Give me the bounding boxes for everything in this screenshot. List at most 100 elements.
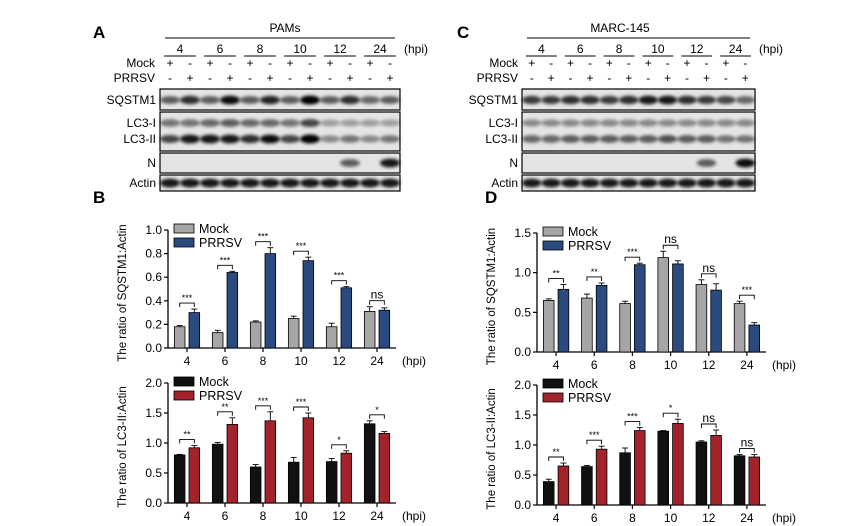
blot-band	[360, 119, 380, 127]
significance-bracket	[662, 412, 679, 418]
legend-swatch-prrsv	[542, 240, 564, 251]
blot-band	[340, 119, 360, 127]
x-tick-label: 12	[332, 354, 346, 368]
y-tick-label: 0.0	[514, 345, 531, 359]
blot-band	[180, 119, 200, 127]
prrsv-sign: -	[607, 71, 611, 85]
x-tick-label: 6	[591, 511, 598, 525]
prrsv-sign: +	[346, 71, 353, 85]
prrsv-sign: -	[724, 71, 728, 85]
bar-prrsv	[188, 312, 201, 349]
timepoint-label: 24	[729, 42, 743, 56]
timepoint-label: 10	[293, 42, 307, 56]
blot-band	[340, 135, 360, 143]
legend-swatch-mock	[542, 378, 564, 389]
bar-chart-b-top: 0.0 0.2 0.4 0.6 0.8 1.0 The ratio of SQSTM1:Ac…	[117, 222, 426, 368]
bar-prrsv	[557, 465, 570, 506]
blot-band	[180, 134, 200, 144]
bar-mock	[733, 455, 746, 506]
x-tick-label: 24	[740, 358, 754, 372]
significance-label: **	[553, 269, 561, 279]
significance-bracket	[739, 448, 755, 453]
blot-band	[619, 135, 639, 143]
y-axis-label: The ratio of LC3-II:Actin	[486, 388, 498, 509]
blot-band	[300, 95, 320, 105]
mock-sign: -	[228, 56, 232, 70]
blot-band	[560, 95, 581, 105]
blot-band	[560, 135, 581, 143]
blot-band	[240, 134, 260, 144]
mock-sign: +	[166, 56, 173, 70]
bar-prrsv	[672, 263, 684, 353]
blot-membrane	[521, 111, 756, 152]
y-tick-label: 0.0	[145, 341, 162, 355]
prrsv-sign: +	[742, 71, 749, 85]
significance-label: ns	[741, 436, 754, 450]
significance-label: ns	[702, 411, 715, 425]
legend-label: PRRSV	[568, 391, 612, 405]
bar-mock	[542, 300, 555, 353]
blot-band	[300, 134, 320, 144]
significance-bracket	[586, 439, 603, 445]
x-tick-label: 6	[591, 358, 598, 372]
y-tick-label: 0.0	[514, 498, 531, 512]
bar-chart-d-bottom: 0.0 0.5 1.0 1.5 2.0 The ratio of LC3-II:Actin…	[486, 377, 796, 525]
x-tick-label: 8	[260, 509, 267, 523]
significance-bracket	[369, 414, 385, 419]
blot-band	[522, 135, 542, 143]
blot-band	[240, 178, 260, 188]
panel-label-a: A	[93, 23, 105, 42]
significance-bracket	[586, 276, 603, 281]
blot-band	[580, 95, 600, 105]
y-tick-label: 0.8	[145, 247, 162, 261]
timepoint-label: 8	[616, 42, 623, 56]
blot-band	[380, 96, 400, 104]
bar-prrsv	[302, 417, 315, 504]
bar-mock	[619, 303, 631, 353]
y-tick-label: 0.0	[145, 496, 162, 510]
protein-label: Actin	[129, 176, 156, 190]
significance-label: **	[553, 447, 561, 457]
mock-row-label: Mock	[489, 56, 519, 70]
blot-membrane	[159, 152, 401, 174]
y-tick-label: 1.0	[145, 223, 162, 237]
blot-band	[200, 96, 220, 104]
bar-mock	[287, 318, 300, 349]
hpi-unit-label: (hpi)	[759, 42, 783, 56]
protein-label: LC3-I	[127, 116, 156, 130]
bar-mock	[657, 430, 669, 506]
bar-prrsv	[378, 432, 391, 504]
hpi-unit-label: (hpi)	[402, 509, 426, 523]
blot-band	[716, 119, 736, 127]
bar-prrsv	[710, 434, 722, 506]
bar-prrsv	[634, 430, 646, 506]
bar-chart-b-bottom: 0.0 0.5 1.0 1.5 2.0 The ratio of LC3-II:Actin…	[117, 375, 426, 523]
bar-mock	[619, 452, 631, 506]
blot-band	[657, 135, 678, 143]
blot-band	[696, 119, 717, 127]
prrsv-sign: +	[186, 71, 193, 85]
y-tick-label: 1.0	[145, 436, 162, 450]
significance-bracket	[700, 273, 717, 278]
mock-sign: +	[528, 56, 535, 70]
blot-band	[522, 178, 542, 188]
significance-label: ***	[258, 396, 269, 406]
y-tick-label: 0.4	[145, 294, 162, 308]
blot-band	[657, 178, 678, 188]
prrsv-sign: +	[226, 71, 233, 85]
y-tick-label: 1.5	[145, 406, 162, 420]
y-tick-label: 0.6	[145, 270, 162, 284]
timepoint-label: 6	[217, 42, 224, 56]
blot-band	[380, 158, 400, 168]
bar-prrsv	[378, 309, 391, 349]
legend-swatch-prrsv	[173, 390, 195, 401]
prrsv-sign: -	[288, 71, 292, 85]
blot-band	[677, 119, 697, 127]
x-tick-label: 10	[664, 358, 678, 372]
blot-band	[599, 95, 620, 105]
bar-mock	[211, 332, 224, 349]
blot-band	[300, 178, 320, 188]
blot-band	[657, 95, 678, 105]
timepoint-label: 12	[690, 42, 704, 56]
blot-band	[240, 96, 260, 104]
